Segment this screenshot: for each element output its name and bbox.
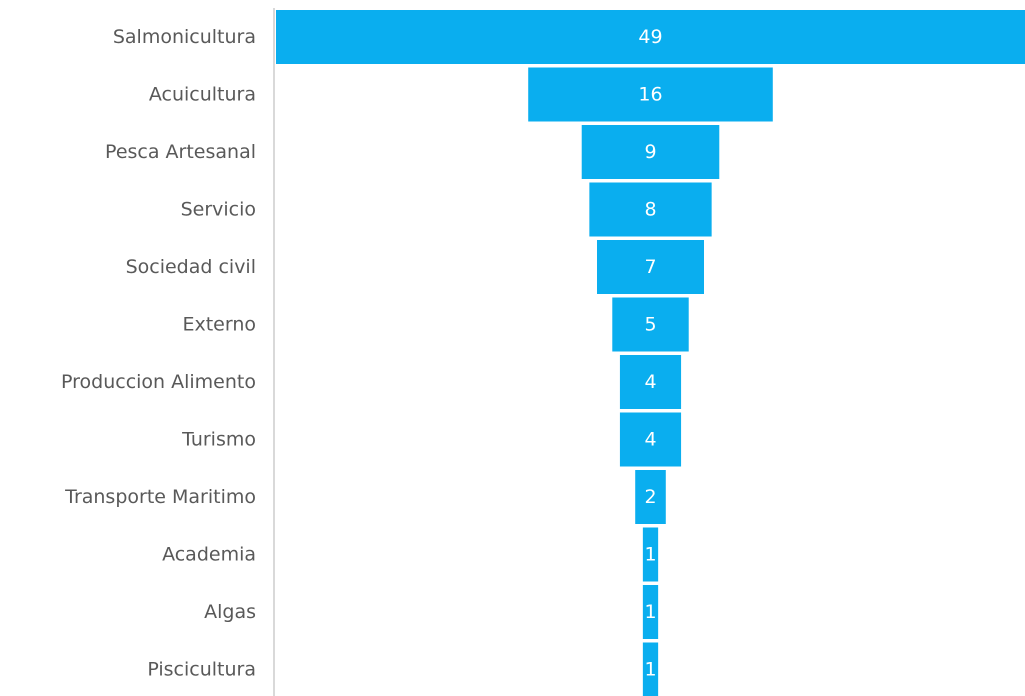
value-label: 16 (638, 84, 662, 106)
category-label: Turismo (181, 429, 256, 451)
value-label: 1 (644, 601, 656, 623)
category-labels-group: Salmonicultura Acuicultura Pesca Artesanal… (61, 26, 256, 681)
value-label: 1 (644, 544, 656, 566)
value-label: 4 (644, 371, 656, 393)
category-label: Pesca Artesanal (105, 141, 256, 163)
funnel-bar (642, 585, 659, 639)
funnel-bar (619, 412, 682, 467)
value-label: 4 (644, 429, 656, 451)
value-label: 5 (644, 314, 656, 336)
category-label: Servicio (181, 199, 256, 221)
value-label: 7 (644, 256, 656, 278)
funnel-bar (619, 355, 682, 409)
category-label: Sociedad civil (126, 256, 256, 278)
value-labels-group: 49 16 9 8 7 5 4 4 2 1 1 1 (638, 26, 662, 681)
category-label: Algas (204, 601, 256, 623)
category-label: Salmonicultura (113, 26, 256, 48)
funnel-bar (642, 527, 659, 582)
funnel-bar (581, 125, 720, 179)
value-label: 8 (644, 199, 656, 221)
funnel-bar (589, 182, 712, 237)
value-label: 2 (644, 486, 656, 508)
category-label: Acuicultura (149, 84, 256, 106)
category-label: Transporte Maritimo (64, 486, 256, 508)
value-label: 49 (638, 26, 662, 48)
funnel-bar (635, 470, 666, 524)
value-label: 1 (644, 659, 656, 681)
category-label: Produccion Alimento (61, 371, 256, 393)
category-label: Piscicultura (147, 659, 256, 681)
category-label: Academia (162, 544, 256, 566)
funnel-bar (597, 240, 704, 294)
funnel-bar (642, 642, 659, 696)
category-label: Externo (182, 314, 256, 336)
value-label: 9 (644, 141, 656, 163)
funnel-bar (276, 10, 1025, 64)
funnel-bar (612, 297, 689, 352)
funnel-bar (528, 67, 773, 122)
bars-group (276, 10, 1025, 696)
